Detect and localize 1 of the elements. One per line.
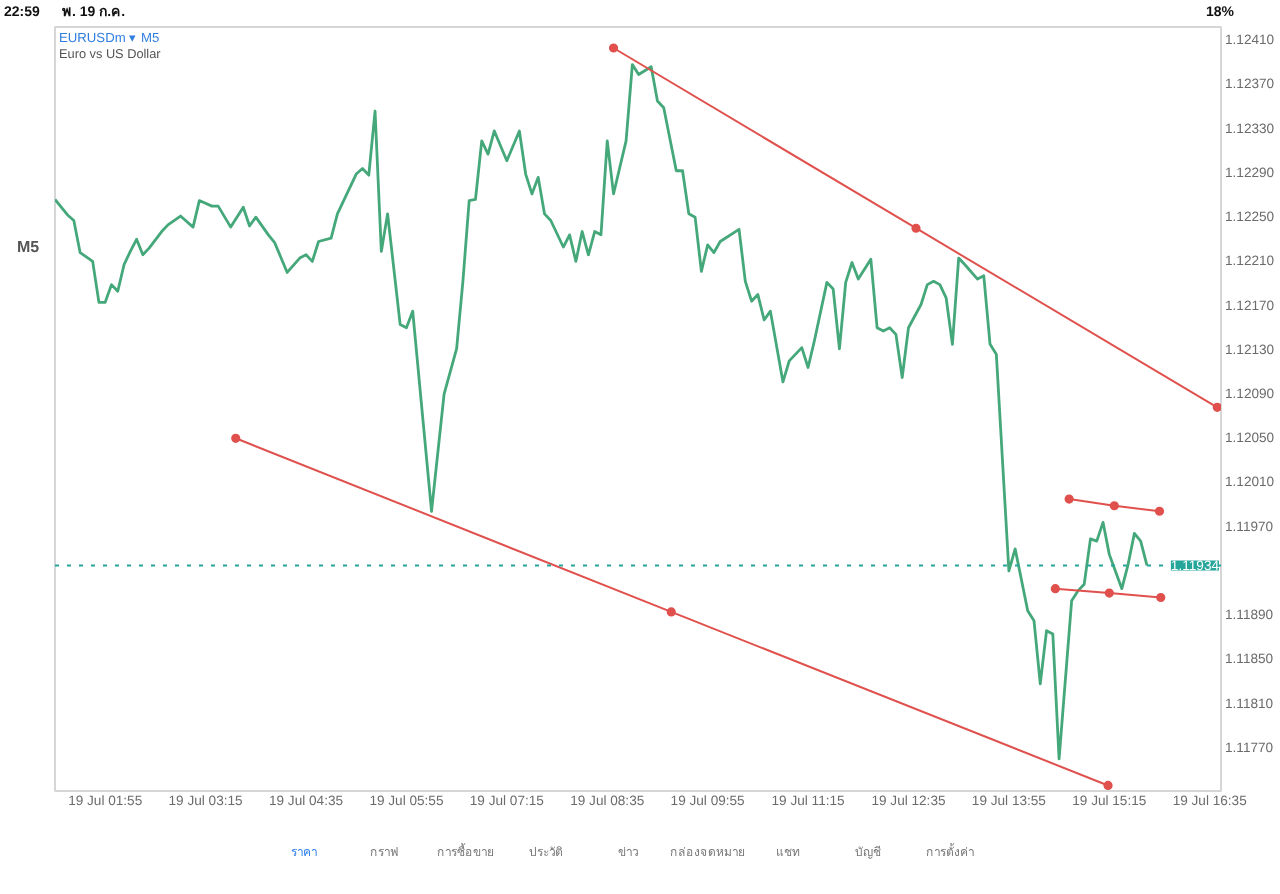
- text: M5: [14, 238, 42, 258]
